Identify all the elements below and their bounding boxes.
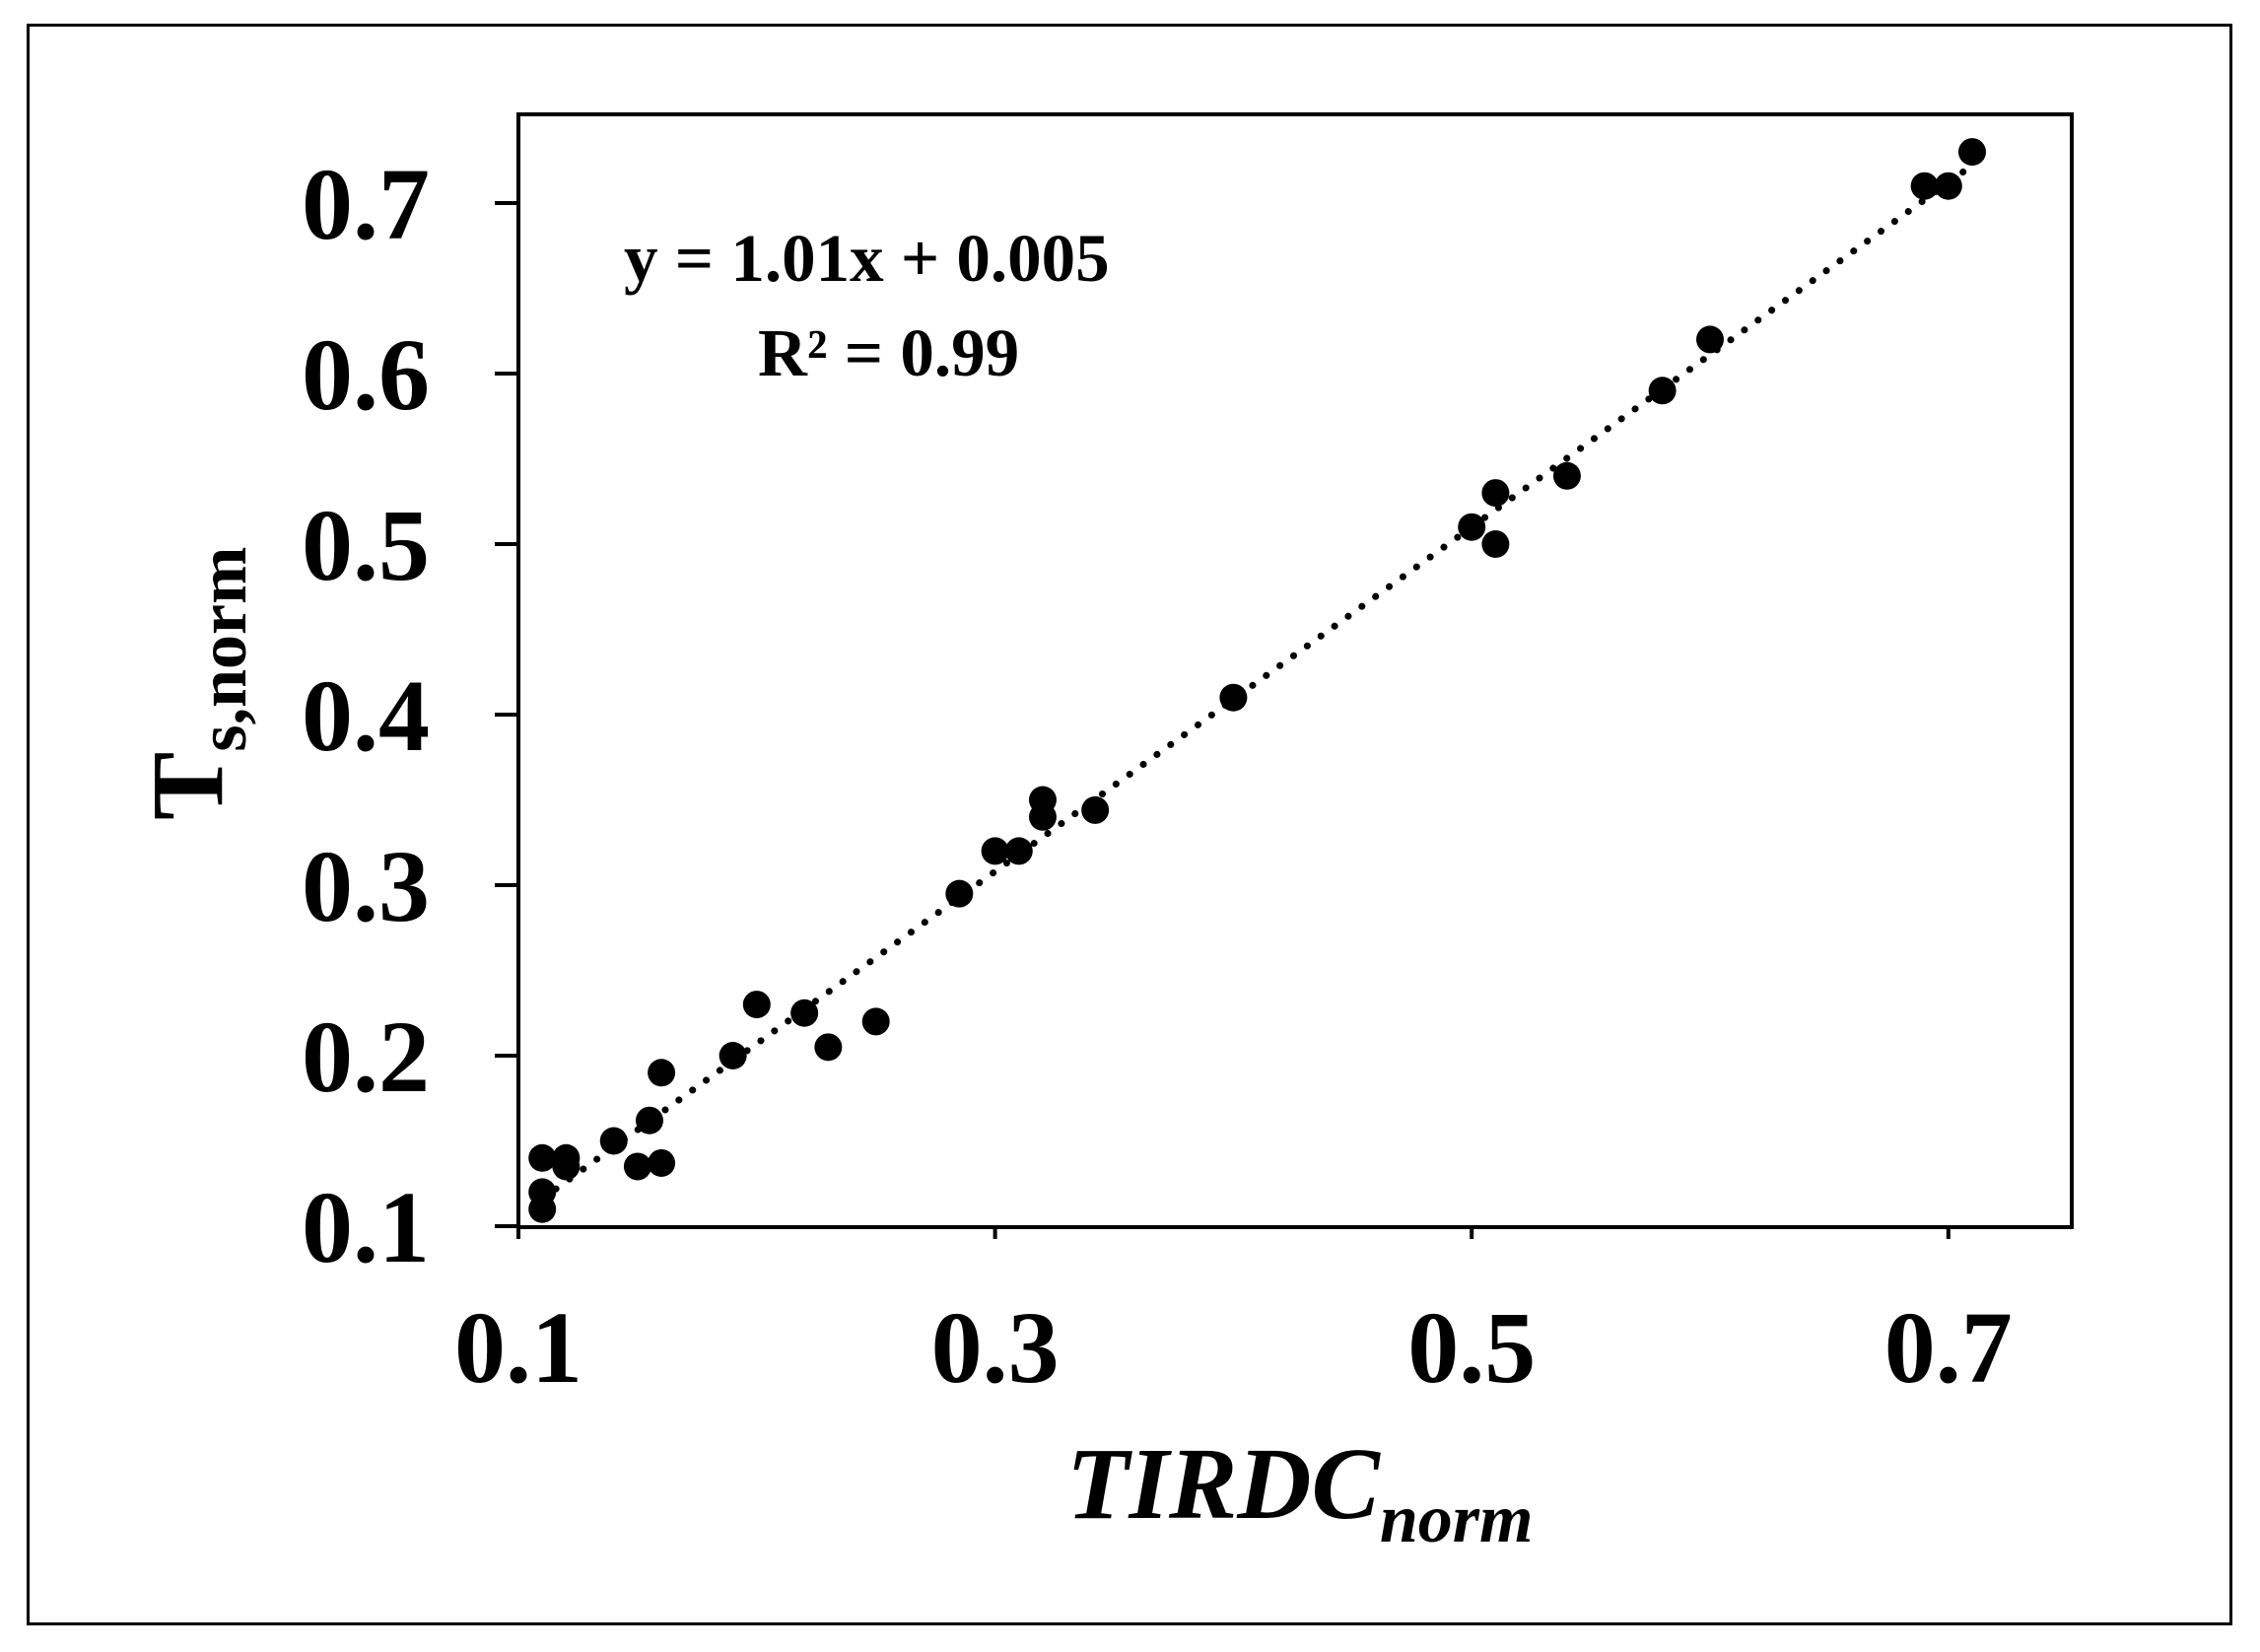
x-axis-title-subscript: norm [1380,1481,1534,1557]
y-tick-label: 0.6 [302,318,430,432]
data-point [648,1148,676,1177]
data-point [1910,172,1939,200]
y-tick-label: 0.3 [302,830,430,943]
y-axis: 0.1 0.2 0.3 0.4 0.5 0.6 0.7 [302,148,518,1284]
data-point [1081,795,1110,824]
x-tick-label: 0.7 [1884,1291,2013,1405]
data-point [742,991,771,1019]
y-axis-title-subscript: s,norm [185,547,261,752]
points-layer [528,138,1986,1223]
data-point [1648,377,1677,405]
data-point [1934,172,1962,200]
data-point [623,1152,651,1181]
data-point [1552,461,1581,490]
data-point [1458,513,1486,541]
equation-label: y = 1.01x + 0.005 [624,221,1110,296]
data-point [861,1007,890,1036]
figure-frame [27,24,2232,1625]
data-point [599,1127,628,1155]
y-axis-title-main: T [131,752,244,820]
data-point [1481,530,1510,558]
trendline-layer [538,162,1976,1203]
y-tick-label: 0.4 [302,659,430,773]
data-point [1004,837,1033,865]
trendline [538,162,1976,1203]
y-tick-label: 0.1 [302,1171,430,1284]
x-tick-label: 0.3 [931,1291,1060,1405]
data-point [1696,325,1724,354]
x-tick-label: 0.5 [1407,1291,1536,1405]
y-axis-title: Ts,norm [131,547,261,820]
x-axis-title-main: TIRDC [1066,1427,1381,1541]
x-tick-label: 0.1 [454,1291,582,1405]
data-point [719,1042,747,1069]
data-point [635,1106,663,1135]
data-point [814,1033,843,1062]
data-point [945,879,974,908]
y-tick-label: 0.7 [302,148,430,261]
data-point [552,1143,581,1172]
data-point [1481,479,1510,508]
x-axis-title: TIRDCnorm [1066,1427,1533,1557]
data-point [1219,683,1248,712]
data-point [1028,786,1057,814]
y-tick-label: 0.2 [302,1000,430,1114]
plot-area [516,112,2074,1229]
data-point [790,998,819,1027]
data-point [1957,138,1986,167]
data-point [981,837,1009,865]
y-tick-label: 0.5 [302,489,430,602]
x-axis: 0.1 0.3 0.5 0.7 [454,1227,2013,1405]
data-point [648,1059,676,1087]
data-point [528,1143,557,1172]
r-squared-label: R² = 0.99 [758,315,1019,390]
data-point [528,1178,557,1206]
